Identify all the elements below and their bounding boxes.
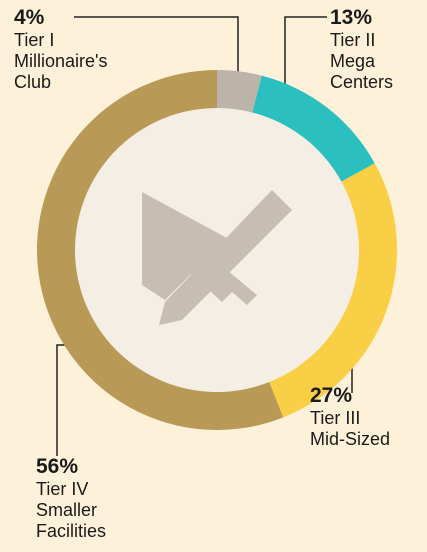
value-label: 56% [36,455,79,478]
donut-segment [37,70,284,430]
segment-label: 4% Tier I Millionaire's Club [14,6,107,93]
donut-segment [217,70,262,113]
value-label: 4% [14,6,45,29]
segment-label: 27% Tier III Mid-Sized [310,384,390,450]
segment-label: 13% Tier II Mega Centers [330,6,393,93]
value-label: 13% [330,6,373,29]
segment-label: 56% Tier IV Smaller Facilities [36,455,106,542]
donut-segment [252,75,375,182]
value-label: 27% [310,384,353,407]
donut-segment [269,163,398,418]
category-label: Tier I Millionaire's Club [14,30,108,92]
center-icon [142,190,292,325]
category-label: Tier II Mega Centers [330,30,394,92]
category-label: Tier IV Smaller Facilities [36,479,107,541]
category-label: Tier III Mid-Sized [310,408,391,449]
